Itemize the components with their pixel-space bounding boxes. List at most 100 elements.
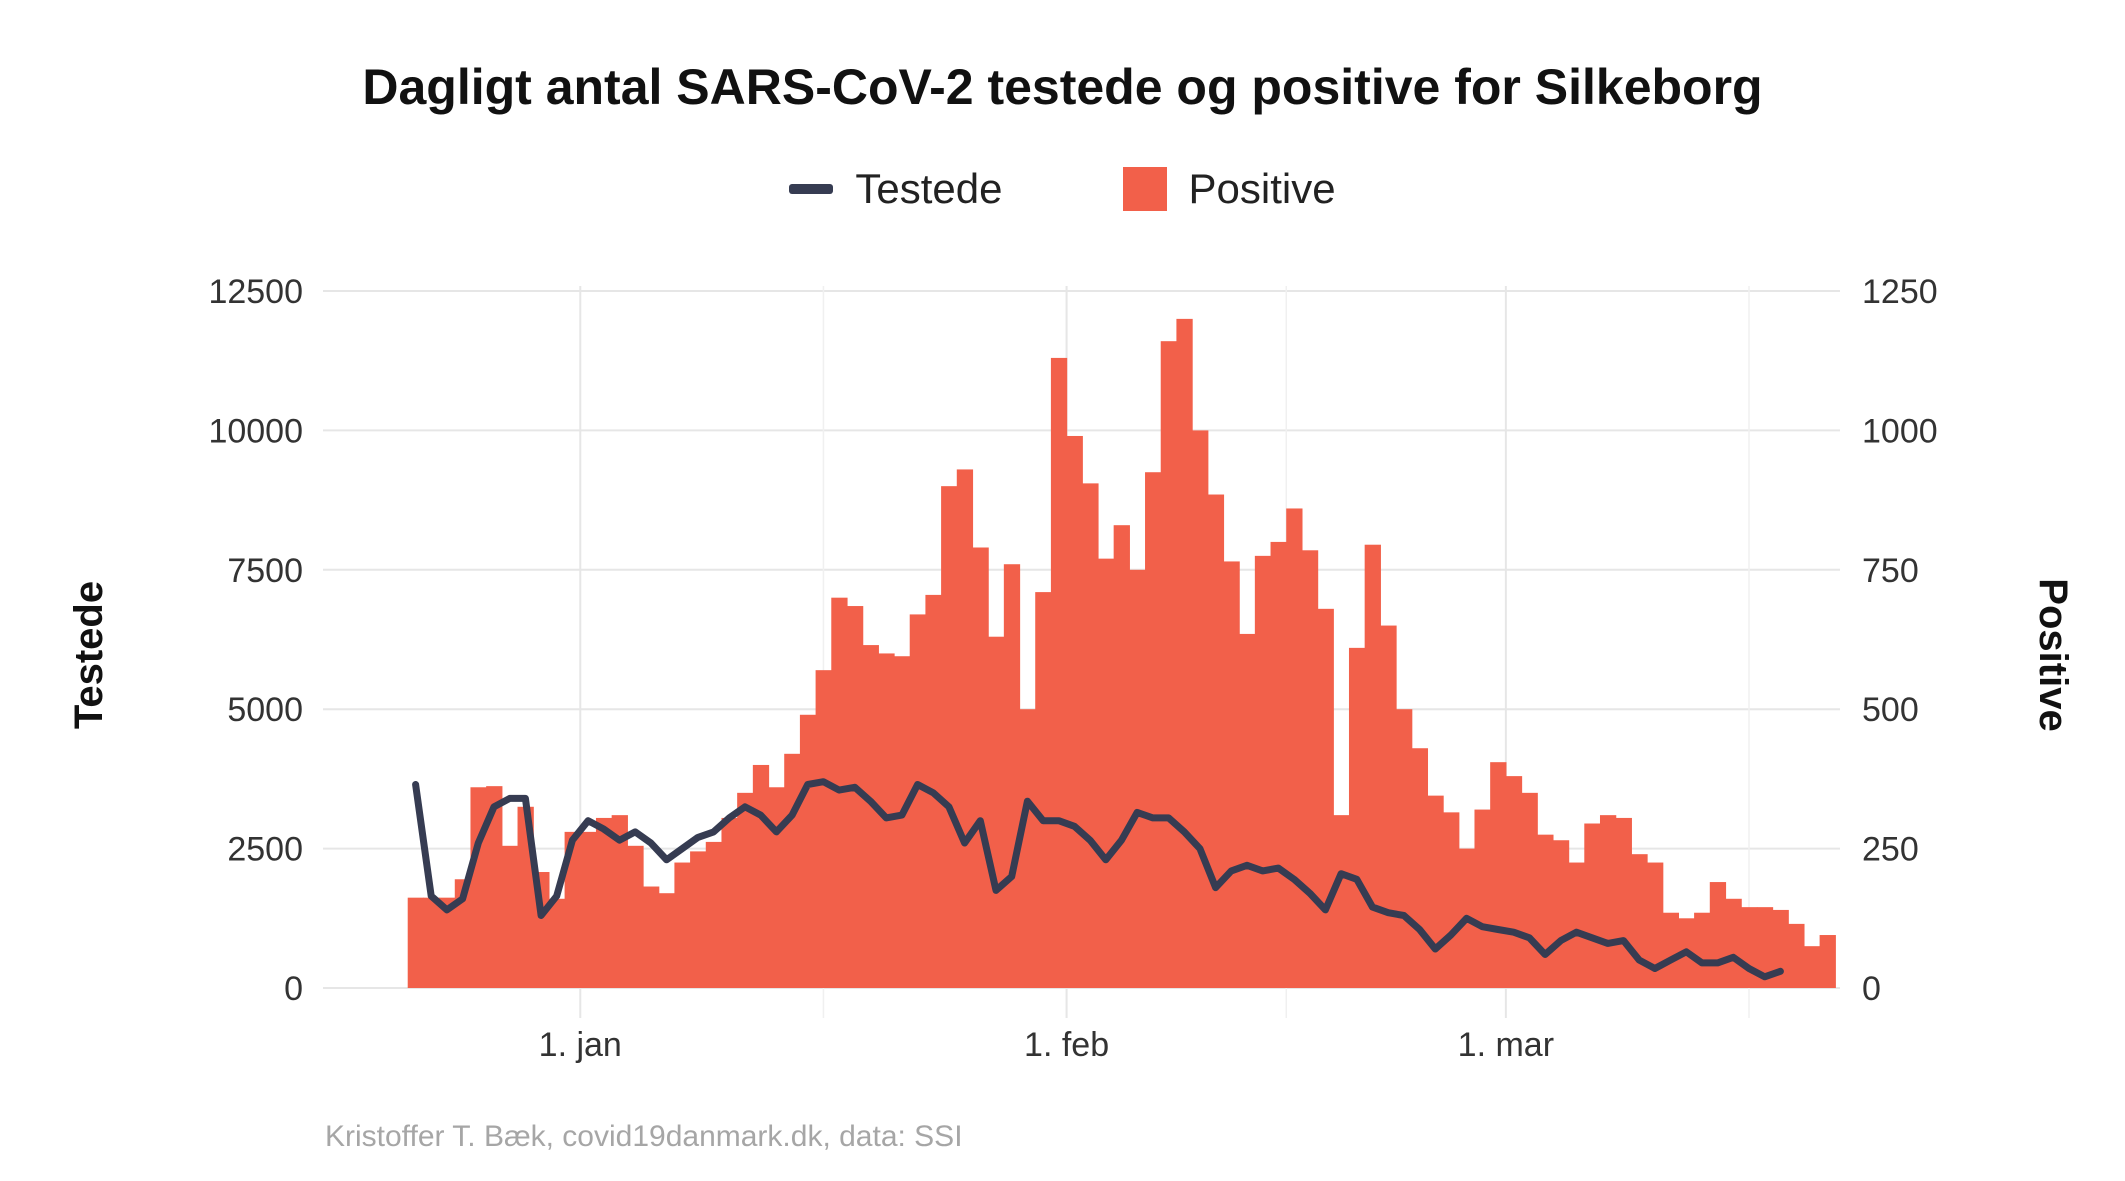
positive-bar — [1772, 909, 1789, 988]
positive-bar — [705, 841, 723, 988]
positive-bar — [1223, 561, 1240, 988]
positive-bar — [988, 636, 1005, 988]
y-right-tick-label: 1000 — [1862, 412, 1938, 450]
positive-bar — [423, 897, 440, 988]
testede-line — [412, 778, 1784, 981]
positive-bar — [486, 786, 503, 988]
positive-bar — [1615, 817, 1632, 988]
source-caption: Kristoffer T. Bæk, covid19danmark.dk, da… — [325, 1120, 963, 1153]
positive-bar — [627, 845, 644, 988]
positive-bar — [1819, 935, 1836, 988]
positive-bar — [1694, 912, 1711, 988]
positive-bar — [1568, 862, 1585, 988]
legend-item-testede: Testede — [789, 165, 1003, 213]
positive-bar — [1380, 625, 1397, 988]
positive-bar — [501, 845, 519, 988]
positive-bar — [1647, 862, 1664, 988]
positive-bar — [941, 486, 958, 988]
positive-bar — [407, 897, 425, 988]
positive-bar — [1192, 430, 1209, 988]
positive-bar — [1129, 569, 1146, 988]
positive-bar — [643, 886, 660, 988]
positive-bar — [1301, 550, 1319, 988]
positive-bar — [1050, 357, 1068, 988]
positive-bar — [1631, 854, 1648, 988]
positive-bar — [1364, 544, 1381, 988]
positive-bar — [580, 831, 597, 988]
positive-bar — [1552, 840, 1570, 988]
positive-bar — [862, 645, 879, 988]
positive-bar — [1788, 923, 1805, 988]
positive-bar — [815, 670, 832, 988]
y-left-ticks: 0 2500 5000 7500 10000 12500 — [208, 273, 303, 1008]
y-right-tick-label: 750 — [1862, 552, 1919, 590]
positive-bar — [1709, 882, 1727, 988]
positive-bar — [1286, 508, 1303, 988]
positive-bar — [470, 787, 487, 988]
positive-bar — [1113, 525, 1130, 988]
positive-bar — [1066, 435, 1083, 988]
positive-bar — [1741, 907, 1758, 988]
positive-bar — [1254, 555, 1272, 988]
positive-bar — [1003, 564, 1021, 988]
positive-bar — [1599, 815, 1617, 988]
positive-bar — [956, 469, 974, 988]
legend: Testede Positive — [0, 165, 2125, 213]
legend-swatch-testede — [789, 184, 834, 194]
positive-bar — [799, 714, 817, 988]
positive-bar — [1097, 558, 1115, 988]
positive-bar — [1725, 898, 1742, 988]
y-left-tick-label: 12500 — [208, 273, 303, 311]
positive-bar — [1490, 762, 1507, 988]
positive-bar — [972, 547, 989, 988]
y-right-tick-label: 250 — [1862, 831, 1919, 869]
x-ticks: 1. jan 1. feb 1. mar — [539, 1026, 1554, 1064]
y-axis-title-right: Positive — [2031, 578, 2075, 731]
positive-bar — [564, 831, 581, 988]
y-right-tick-label: 500 — [1862, 691, 1919, 729]
y-left-tick-label: 2500 — [227, 831, 303, 869]
positive-bar — [1427, 795, 1444, 988]
positive-bar — [1474, 809, 1491, 988]
x-tick-label: 1. jan — [539, 1026, 622, 1064]
positive-bar — [1035, 592, 1052, 988]
positive-bar — [768, 787, 785, 988]
positive-bar — [1317, 608, 1334, 988]
positive-bar — [454, 879, 472, 988]
positive-bar — [894, 656, 911, 988]
positive-bar — [721, 817, 738, 988]
positive-bar — [1348, 647, 1366, 988]
chart-title: Dagligt antal SARS-CoV-2 testede og posi… — [362, 59, 1763, 115]
positive-bar — [1207, 494, 1225, 988]
positive-bar — [1176, 318, 1193, 988]
positive-bar — [1270, 541, 1287, 988]
y-axis-title-left: Testede — [67, 581, 111, 729]
y-right-tick-label: 0 — [1862, 970, 1881, 1008]
legend-label-positive: Positive — [1188, 165, 1336, 212]
positive-bar — [658, 893, 676, 988]
positive-bar — [1411, 748, 1429, 988]
y-left-tick-label: 7500 — [227, 552, 303, 590]
y-right-ticks: 0 250 500 750 1000 1250 — [1862, 273, 1938, 1008]
positive-bar — [909, 614, 927, 988]
positive-bar — [674, 862, 691, 988]
positive-bar — [690, 851, 707, 988]
positive-bar — [1239, 633, 1256, 988]
positive-bar — [1145, 472, 1162, 989]
positive-bar — [1505, 776, 1523, 988]
positive-bar — [846, 606, 864, 988]
positive-bar — [1521, 792, 1538, 988]
y-left-tick-label: 10000 — [208, 412, 303, 450]
positive-bar — [1019, 709, 1036, 988]
positive-bar — [1082, 483, 1099, 988]
positive-bar — [1537, 834, 1554, 988]
positive-bar — [1443, 812, 1460, 988]
y-right-tick-label: 1250 — [1862, 273, 1938, 311]
positive-bar — [439, 897, 456, 988]
positive-bars — [407, 318, 1836, 989]
legend-swatch-positive — [1122, 167, 1167, 211]
positive-bar — [1396, 709, 1413, 988]
y-left-tick-label: 5000 — [227, 691, 303, 729]
legend-item-positive: Positive — [1122, 165, 1336, 213]
